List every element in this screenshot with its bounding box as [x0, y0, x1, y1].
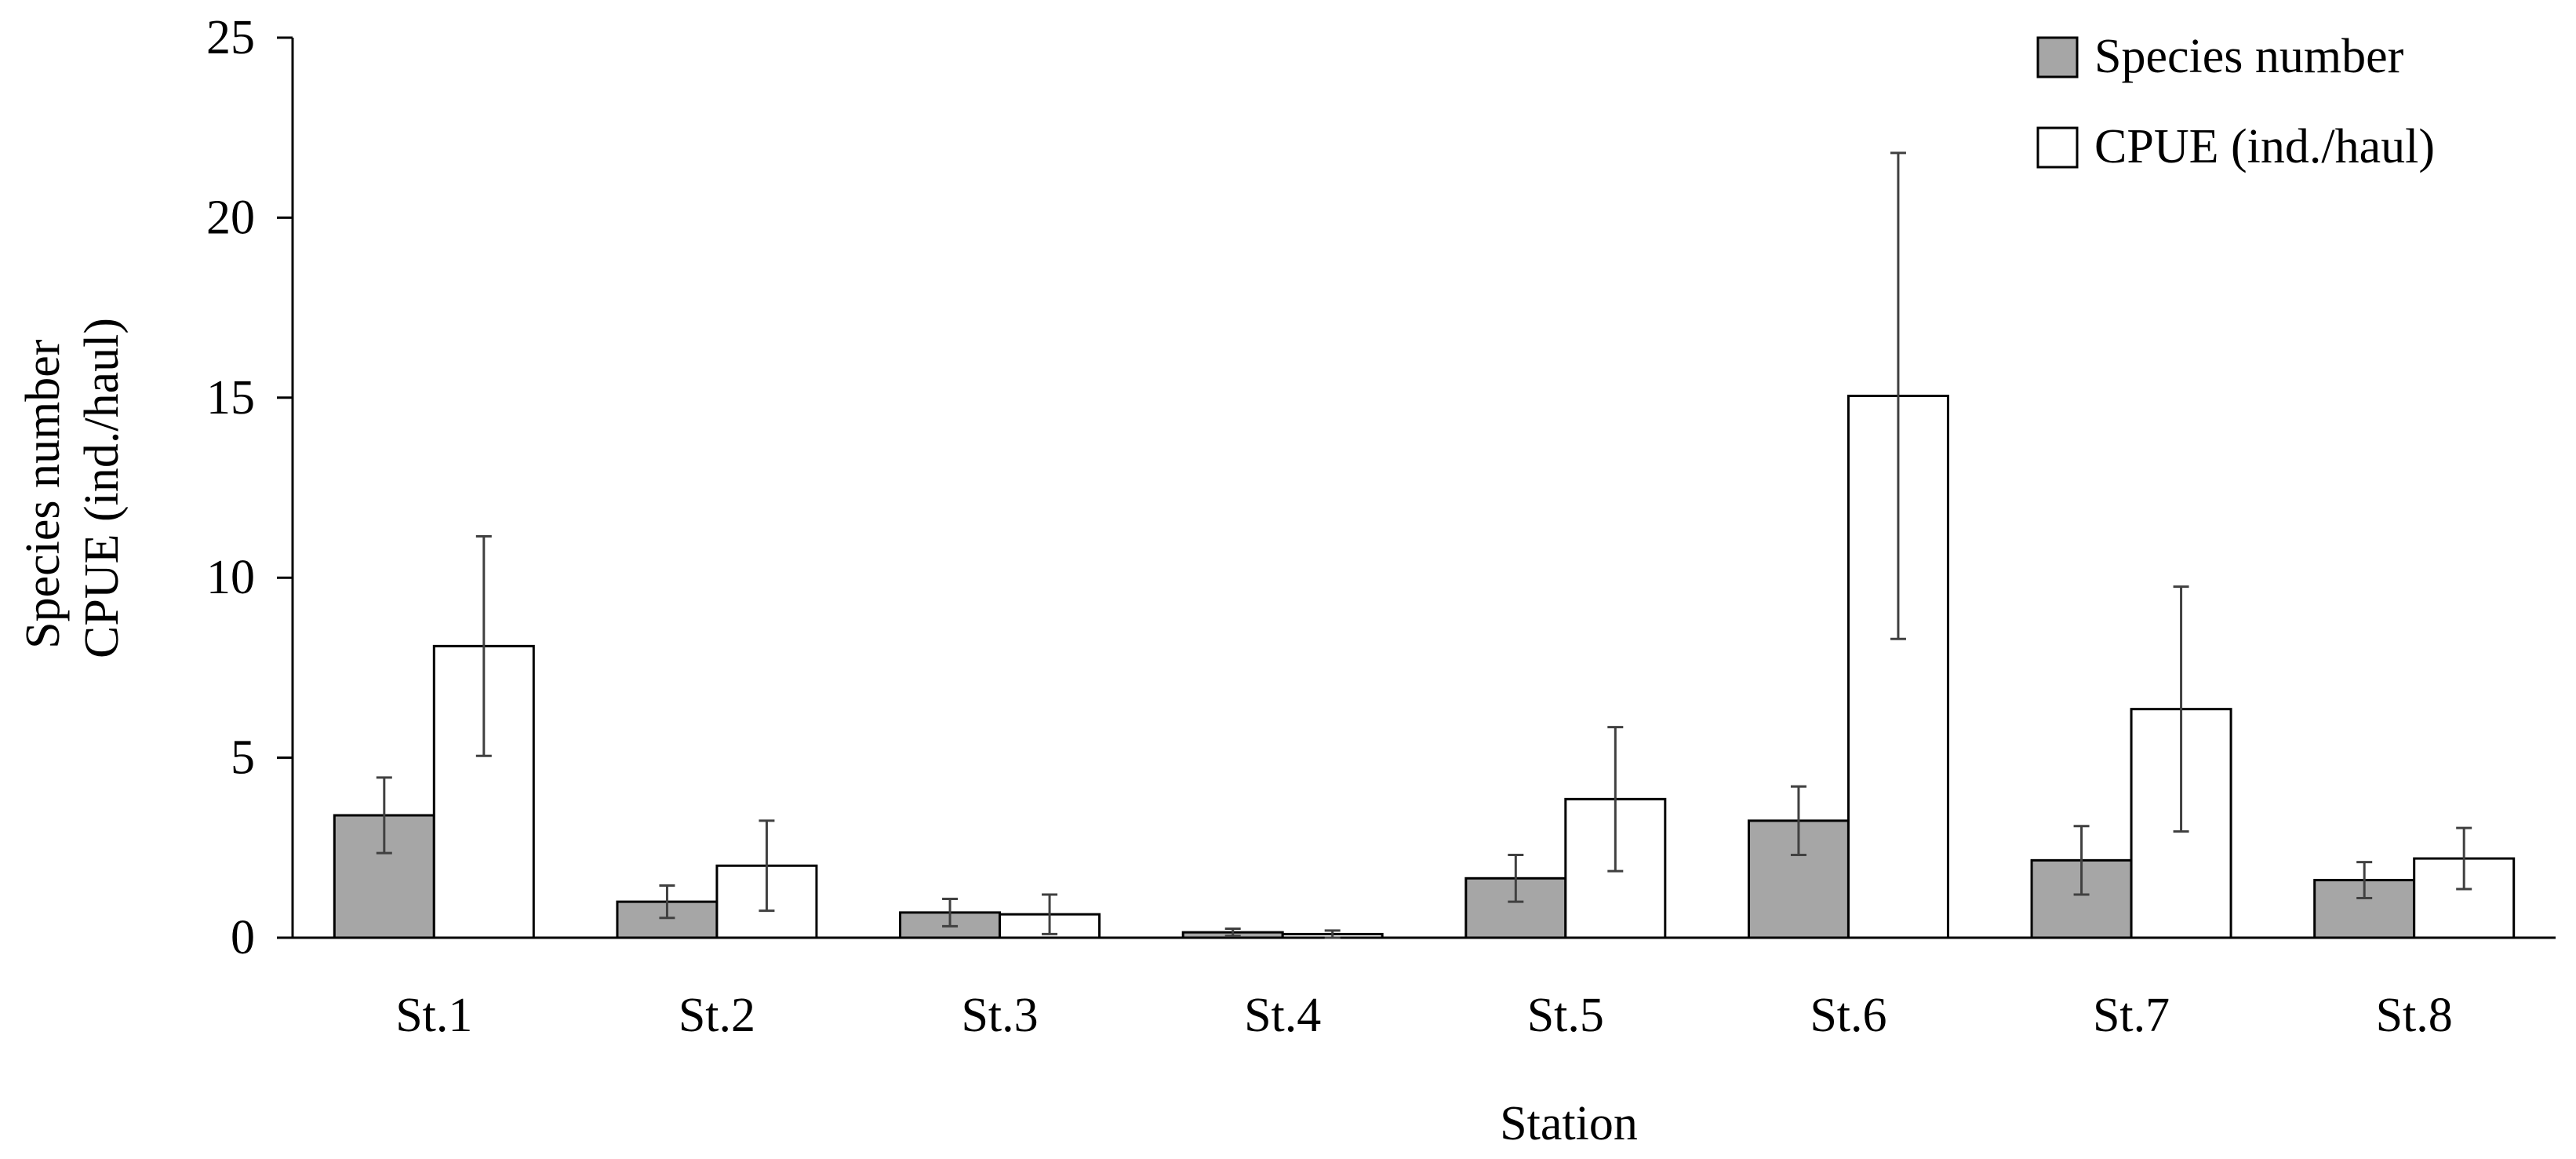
x-tick-label: St.6 — [1810, 989, 1887, 1042]
x-tick-label: St.8 — [2376, 989, 2453, 1042]
bars — [333, 395, 2516, 939]
y-tick-label: 0 — [231, 911, 255, 964]
y-axis-title-line-1: Species number — [16, 339, 70, 649]
y-tick-label: 10 — [206, 551, 255, 604]
y-ticks: 0 5 10 15 20 25 — [206, 11, 293, 964]
y-axis-title: Species number CPUE (ind./haul) — [16, 318, 129, 658]
y-tick-label: 20 — [206, 191, 255, 244]
legend: Species number CPUE (ind./haul) — [2036, 30, 2435, 173]
x-tick-label: St.7 — [2093, 989, 2170, 1042]
x-tick-label: St.2 — [679, 989, 755, 1042]
x-tick-labels: St.1 St.2 St.3 St.4 St.5 St.6 St.7 St.8 — [395, 989, 2453, 1042]
error-bars — [376, 151, 2472, 939]
x-tick-label: St.4 — [1244, 989, 1321, 1042]
legend-swatch-cpue — [2036, 126, 2079, 169]
y-tick-label: 25 — [206, 11, 255, 64]
legend-label-species-number: Species number — [2094, 30, 2404, 83]
x-axis-title: Station — [1500, 1097, 1638, 1150]
legend-swatch-species-number — [2036, 36, 2079, 78]
legend-label-cpue: CPUE (ind./haul) — [2094, 120, 2435, 173]
y-axis-title-line-2: CPUE (ind./haul) — [75, 318, 129, 658]
y-tick-label: 5 — [231, 731, 255, 785]
x-tick-label: St.5 — [1527, 989, 1604, 1042]
x-tick-label: St.1 — [395, 989, 472, 1042]
x-tick-label: St.3 — [961, 989, 1038, 1042]
y-tick-label: 15 — [206, 371, 255, 425]
